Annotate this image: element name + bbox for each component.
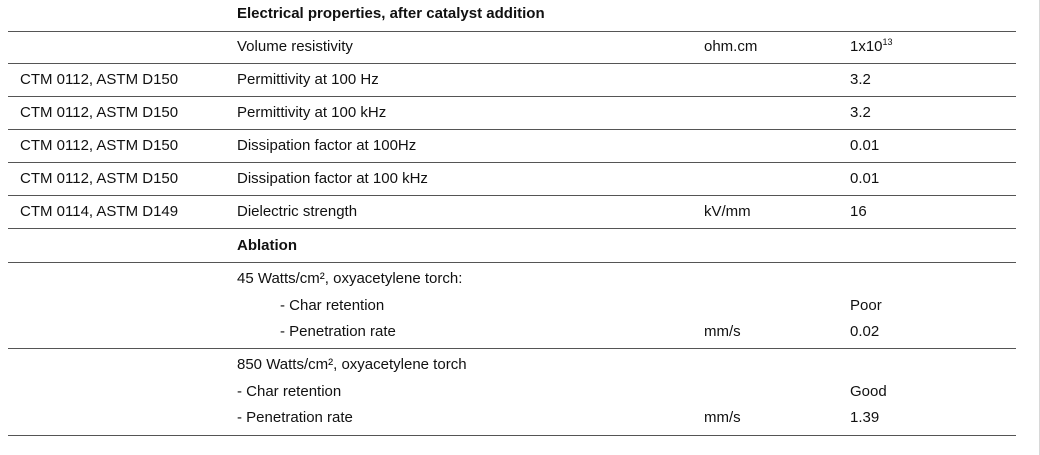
method-cell: CTM 0112, ASTM D150 (20, 104, 179, 121)
penetration-rate-value: 1.39 (850, 409, 880, 426)
penetration-rate-unit: mm/s (704, 409, 741, 426)
ablation-condition-title: 45 Watts/cm², oxyacetylene torch: (237, 270, 463, 287)
row-divider (8, 228, 1016, 229)
penetration-rate-unit: mm/s (704, 323, 741, 340)
method-cell: CTM 0114, ASTM D149 (20, 203, 179, 220)
row-divider (8, 63, 1016, 64)
char-retention-label: - Char retention (280, 297, 385, 314)
row-divider (8, 31, 1016, 32)
row-divider (8, 262, 1016, 263)
property-cell: Dissipation factor at 100Hz (237, 137, 417, 154)
char-retention-label: - Char retention (237, 383, 342, 400)
value-cell: 3.2 (850, 71, 871, 88)
property-cell: Permittivity at 100 kHz (237, 104, 387, 121)
row-divider (8, 129, 1016, 130)
property-cell: Volume resistivity (237, 38, 353, 55)
value-exponent: 13 (882, 37, 893, 47)
value-cell: 16 (850, 203, 867, 220)
value-base: 1x10 (850, 38, 883, 55)
row-divider (8, 435, 1016, 436)
unit-cell: ohm.cm (704, 38, 758, 55)
method-cell: CTM 0112, ASTM D150 (20, 71, 179, 88)
row-divider (8, 195, 1016, 196)
char-retention-value: Good (850, 383, 887, 400)
value-cell: 0.01 (850, 137, 880, 154)
value-cell: 3.2 (850, 104, 871, 121)
row-divider (8, 96, 1016, 97)
property-cell: Permittivity at 100 Hz (237, 71, 379, 88)
penetration-rate-value: 0.02 (850, 323, 880, 340)
char-retention-value: Poor (850, 297, 882, 314)
penetration-rate-label: - Penetration rate (237, 409, 353, 426)
ablation-heading: Ablation (237, 237, 297, 254)
value-cell: 1x1013 (850, 38, 893, 56)
row-divider (8, 348, 1016, 349)
row-divider (8, 162, 1016, 163)
penetration-rate-label: - Penetration rate (280, 323, 396, 340)
method-cell: CTM 0112, ASTM D150 (20, 170, 179, 187)
property-cell: Dielectric strength (237, 203, 358, 220)
value-cell: 0.01 (850, 170, 880, 187)
method-cell: CTM 0112, ASTM D150 (20, 137, 179, 154)
ablation-condition-title: 850 Watts/cm², oxyacetylene torch (237, 356, 467, 373)
unit-cell: kV/mm (704, 203, 751, 220)
property-cell: Dissipation factor at 100 kHz (237, 170, 428, 187)
electrical-heading: Electrical properties, after catalyst ad… (237, 5, 545, 22)
